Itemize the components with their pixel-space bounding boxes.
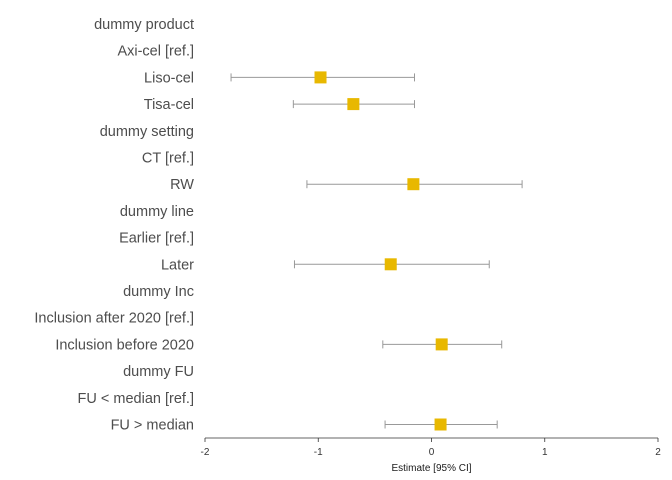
x-tick-label: 0 xyxy=(429,447,435,458)
row-label-later: Later xyxy=(161,257,194,273)
estimate-marker-inclusion-before-2020 xyxy=(435,338,448,351)
row-label-earlier-ref: Earlier [ref.] xyxy=(119,231,194,247)
row-label-dummy-fu: dummy FU xyxy=(123,364,194,380)
estimate-markers xyxy=(314,71,448,431)
row-label-fu-median: FU > median xyxy=(111,418,194,434)
estimate-marker-tisa-cel xyxy=(347,98,360,111)
x-tick-label: 2 xyxy=(655,447,661,458)
row-label-axi-cel-ref: Axi-cel [ref.] xyxy=(117,44,194,60)
row-label-dummy-inc: dummy Inc xyxy=(123,284,194,300)
estimate-marker-later xyxy=(384,258,397,271)
row-label-dummy-line: dummy line xyxy=(120,204,194,220)
row-label-fu-median-ref: FU < median [ref.] xyxy=(78,391,194,407)
row-labels: dummy product Axi-cel [ref.] Liso-cel Tisa-… xyxy=(34,17,194,434)
row-label-dummy-setting: dummy setting xyxy=(100,124,194,140)
confidence-intervals xyxy=(230,73,523,429)
row-label-inclusion-before-2020: Inclusion before 2020 xyxy=(55,337,194,353)
row-label-dummy-product: dummy product xyxy=(94,17,194,33)
x-axis-title: Estimate [95% CI] xyxy=(391,463,471,474)
row-label-ct-ref: CT [ref.] xyxy=(142,151,194,167)
row-label-tisa-cel: Tisa-cel xyxy=(144,97,194,113)
x-tick-label: -2 xyxy=(201,447,210,458)
estimate-marker-rw xyxy=(407,178,420,191)
x-axis: -2 -1 0 1 2 Estimate [95% CI] xyxy=(201,437,661,474)
row-label-rw: RW xyxy=(170,177,194,193)
row-label-inclusion-after-2020-ref: Inclusion after 2020 [ref.] xyxy=(34,311,194,327)
row-label-liso-cel: Liso-cel xyxy=(144,70,194,86)
estimate-marker-liso-cel xyxy=(314,71,327,84)
x-tick-label: 1 xyxy=(542,447,548,458)
estimate-marker-fu-median xyxy=(434,418,447,431)
x-ticks: -2 -1 0 1 2 xyxy=(201,438,661,458)
x-tick-label: -1 xyxy=(314,447,323,458)
